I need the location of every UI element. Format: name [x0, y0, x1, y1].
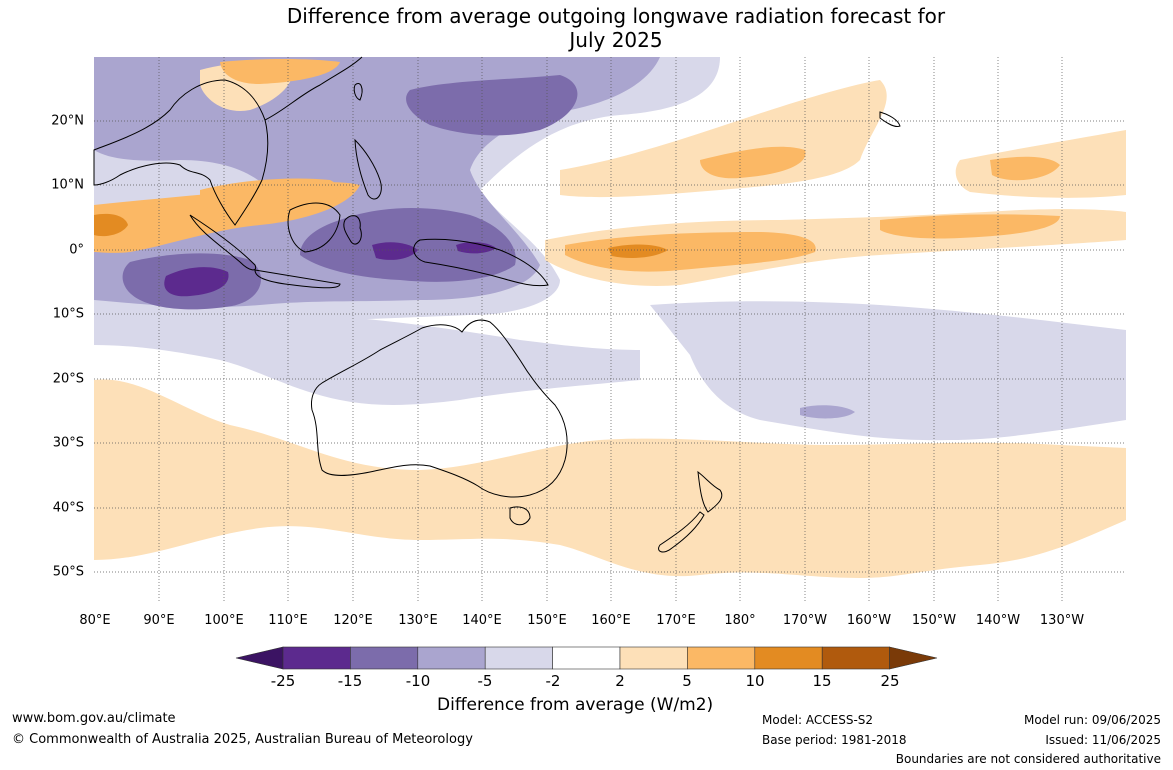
lat-label: 10°S [52, 306, 84, 322]
website-link[interactable]: www.bom.gov.au/climate [12, 711, 176, 726]
australia-outline [311, 319, 568, 498]
lon-label: 140°W [975, 613, 1021, 628]
colorbar-tick: -25 [270, 672, 296, 690]
lon-label: 110°E [268, 613, 308, 628]
colorbar-bin [350, 646, 419, 670]
anomaly-region-south-china-sea [200, 178, 340, 214]
colorbar-bin [417, 646, 486, 670]
colorbar [235, 646, 938, 670]
anomaly-region-new-guinea-core [372, 242, 418, 260]
new-guinea-outline [413, 238, 549, 287]
colorbar-tick: 10 [745, 672, 765, 690]
lat-label: 20°N [51, 113, 84, 129]
anomaly-region-southern-ocean [94, 379, 1126, 578]
colorbar-bin [552, 646, 621, 670]
tasmania-outline [509, 506, 531, 526]
colorbar-tick: -10 [405, 672, 431, 690]
anomaly-fields [94, 57, 1126, 578]
philippines-outline [354, 138, 382, 200]
anomaly-region-north-pacific-east-mid [990, 156, 1060, 181]
java-outline [254, 269, 341, 289]
borneo-outline [287, 202, 341, 253]
model-name: Model: ACCESS-S2 [762, 713, 874, 727]
colorbar-tick: 5 [682, 672, 692, 690]
sulawesi-outline [343, 215, 362, 245]
anomaly-region-indian-ocean-core [164, 267, 229, 297]
copyright-text: © Commonwealth of Australia 2025, Austra… [12, 732, 473, 747]
colorbar-tick: -15 [337, 672, 363, 690]
lon-label: 170°E [656, 613, 696, 628]
anomaly-region-north-pacific [700, 146, 806, 179]
new-zealand-south-outline [658, 511, 705, 553]
lat-label: 30°S [52, 435, 84, 451]
anomaly-region-maritime-strong [406, 75, 578, 136]
lon-label: 130°W [1039, 613, 1085, 628]
colorbar-low-extension [235, 646, 284, 670]
colorbar-tick: -5 [477, 672, 493, 690]
colorbar-bin [282, 646, 351, 670]
new-zealand-north-outline [697, 470, 723, 513]
anomaly-region-south-pacific-core [800, 405, 855, 419]
colorbar-bin [754, 646, 823, 670]
colorbar-bin [619, 646, 688, 670]
lat-label: 10°N [51, 177, 84, 193]
lon-label: 160°W [846, 613, 892, 628]
lon-label: 150°W [911, 613, 957, 628]
anomaly-region-north-asia [220, 59, 340, 84]
southeast-asia-outline [93, 79, 269, 226]
issued-date: Issued: 11/06/2025 [1045, 733, 1161, 747]
colorbar-bin [687, 646, 756, 670]
colorbar-tick: 15 [812, 672, 832, 690]
lon-label: 150°E [527, 613, 567, 628]
graticule [94, 57, 1126, 603]
lon-label: 140°E [462, 613, 502, 628]
anomaly-region-equatorial-pacific [565, 232, 816, 272]
title-line-1: Difference from average outgoing longwav… [286, 4, 946, 28]
taiwan-outline [353, 83, 363, 101]
lat-label: 0° [69, 242, 84, 258]
lon-label: 180° [724, 613, 756, 628]
anomaly-region-equatorial-pacific-core [608, 244, 668, 258]
lat-label: 40°S [52, 500, 84, 516]
lon-label: 100°E [204, 613, 244, 628]
lat-label: 20°S [52, 371, 84, 387]
coastlines [93, 56, 901, 553]
colorbar-tick: -2 [545, 672, 561, 690]
colorbar-bin [484, 646, 553, 670]
sumatra-outline [189, 214, 257, 271]
model-run-date: Model run: 09/06/2025 [1023, 713, 1161, 727]
anomaly-region-indian-ocean-strong [94, 213, 128, 237]
anomaly-region-south-pacific [650, 301, 1126, 441]
anomaly-region-australia-north [94, 300, 640, 405]
hawaii-outline [879, 111, 901, 127]
asia-coast-outline [264, 56, 363, 121]
lon-label: 80°E [79, 613, 111, 628]
lon-label: 160°E [591, 613, 631, 628]
anomaly-region-north-pacific-light [560, 80, 887, 198]
anomaly-region-pacific-core [456, 242, 496, 254]
anomaly-region-itcz-east [880, 214, 1060, 239]
lon-label: 90°E [143, 613, 175, 628]
title-line-2: July 2025 [569, 28, 663, 52]
colorbar-high-extension [889, 646, 938, 670]
colorbar-tick: 25 [880, 672, 900, 690]
colorbar-label: Difference from average (W/m2) [437, 695, 714, 715]
colorbar-tick: 2 [615, 672, 625, 690]
chart-title: Difference from average outgoing longwav… [0, 4, 1173, 52]
base-period: Base period: 1981-2018 [762, 733, 907, 747]
lon-label: 120°E [333, 613, 373, 628]
lat-label: 50°S [52, 564, 84, 580]
colorbar-bin [821, 646, 890, 670]
boundaries-disclaimer: Boundaries are not considered authoritat… [895, 752, 1161, 766]
lon-label: 130°E [398, 613, 438, 628]
lon-label: 170°W [782, 613, 828, 628]
